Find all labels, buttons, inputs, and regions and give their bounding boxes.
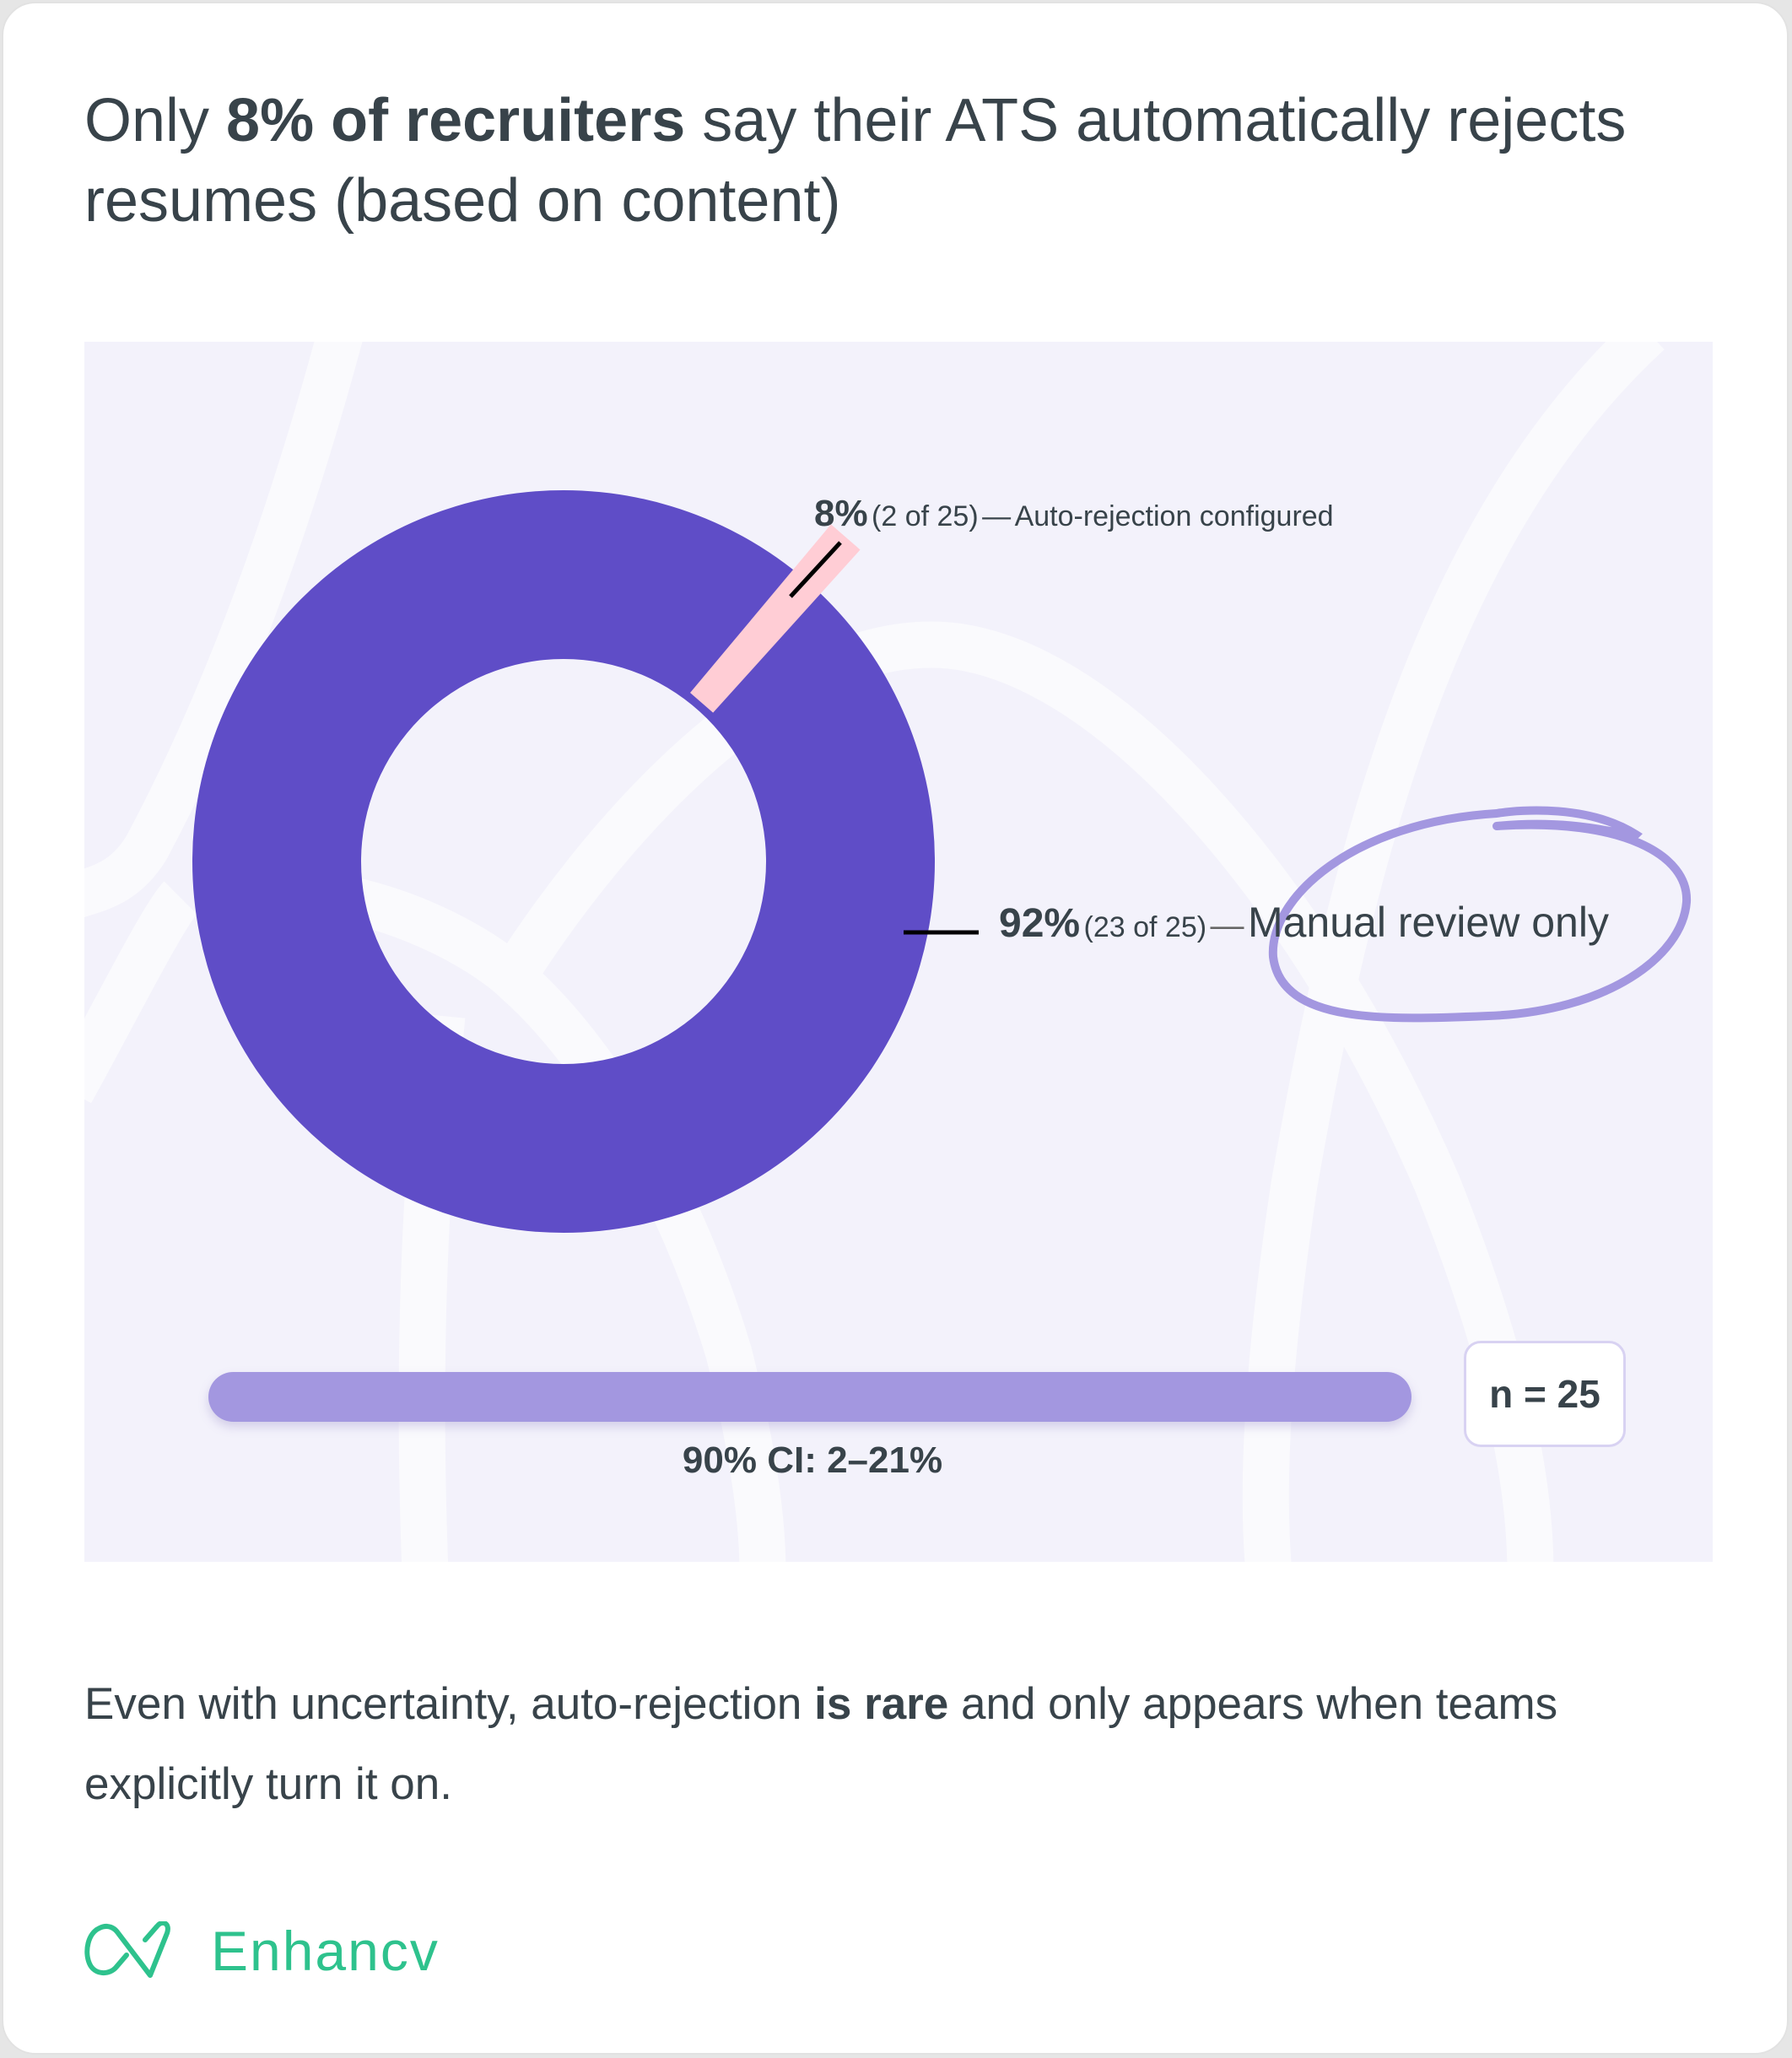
slice-auto-rejection [690,524,861,713]
enhancv-logo: Enhancv [84,1919,440,1983]
page-title: Only 8% of recruiters say their ATS auto… [84,87,1627,235]
sample-size-badge: n = 25 [1464,1341,1626,1447]
manual-review-count: (23 of 25) [1083,911,1207,943]
auto-rejection-count: (2 of 25) [872,500,979,532]
chart-panel [84,342,1713,1562]
slice-manual-review [192,490,935,1233]
leader-line-auto [789,541,842,598]
summary-text: Even with uncertainty, auto-rejection is… [84,1679,1558,1809]
manual-review-text: Manual review only [1247,899,1609,946]
donut-chart [84,342,1692,1562]
auto-rejection-percent: 8% [814,493,868,534]
auto-rejection-separator: — [982,500,1012,532]
auto-rejection-text: Auto-rejection configured [1014,500,1334,532]
label-auto-rejection: 8% (2 of 25) — Auto-rejection configured [814,493,1334,535]
confidence-interval-label: 90% CI: 2–21% [682,1440,943,1481]
manual-review-percent: 92% [999,901,1081,946]
confidence-interval-bar [208,1372,1411,1422]
label-manual-review: 92% (23 of 25) — Manual review only [999,898,1609,947]
highlight-circle [1268,806,1692,1023]
enhancv-logo-icon [84,1921,170,1978]
manual-review-separator: — [1210,907,1244,944]
enhancv-logo-text: Enhancv [211,1920,440,1982]
